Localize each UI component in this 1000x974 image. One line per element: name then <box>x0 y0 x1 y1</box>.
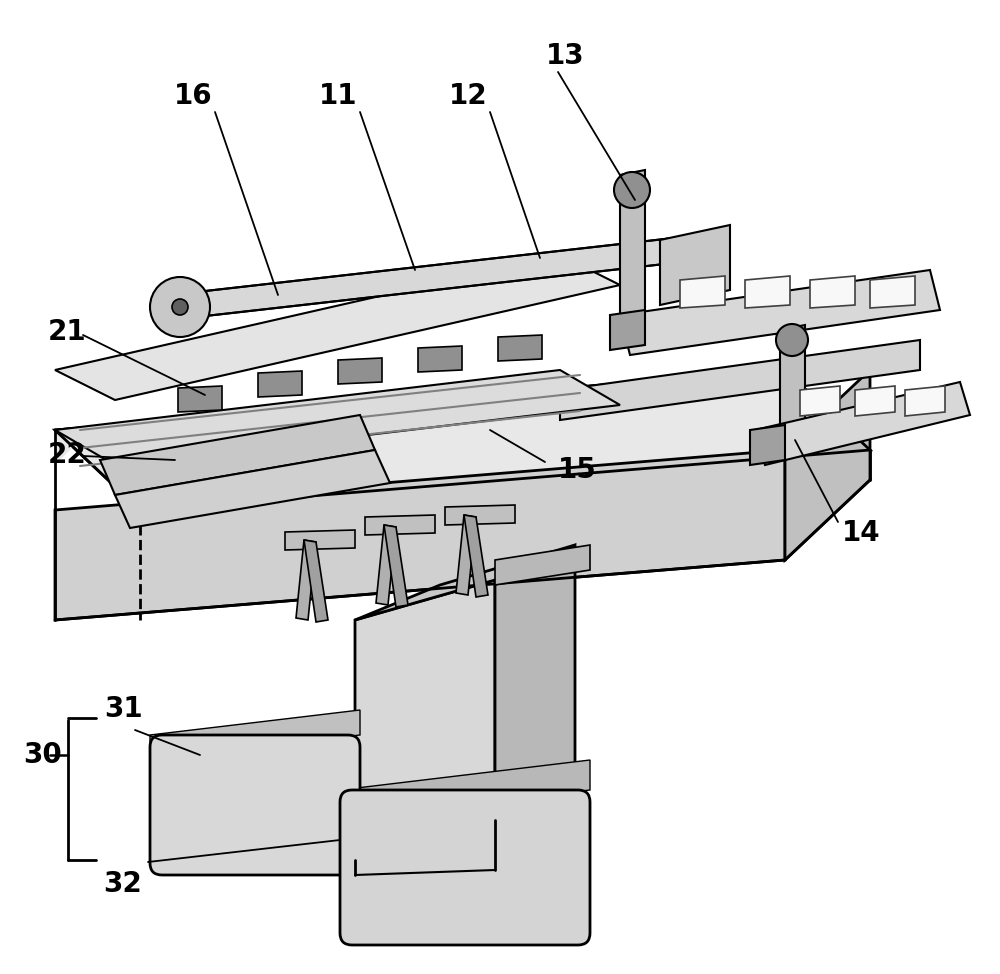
Polygon shape <box>338 358 382 384</box>
FancyBboxPatch shape <box>340 790 590 945</box>
Polygon shape <box>755 382 970 465</box>
Polygon shape <box>115 450 390 528</box>
Polygon shape <box>355 580 495 860</box>
Polygon shape <box>498 335 542 361</box>
Text: 11: 11 <box>319 82 357 110</box>
Text: 30: 30 <box>23 741 62 769</box>
Polygon shape <box>445 505 515 525</box>
Polygon shape <box>384 525 408 607</box>
Polygon shape <box>340 760 590 820</box>
Polygon shape <box>258 371 302 397</box>
Polygon shape <box>365 515 435 535</box>
Circle shape <box>150 277 210 337</box>
Polygon shape <box>745 276 790 308</box>
Polygon shape <box>296 540 316 620</box>
Polygon shape <box>905 386 945 416</box>
Polygon shape <box>304 540 328 622</box>
Polygon shape <box>785 370 870 560</box>
Polygon shape <box>376 525 396 605</box>
Polygon shape <box>620 170 645 320</box>
Polygon shape <box>610 310 645 350</box>
Polygon shape <box>495 545 575 820</box>
Polygon shape <box>464 515 488 597</box>
Polygon shape <box>620 270 940 355</box>
Polygon shape <box>750 425 785 465</box>
Polygon shape <box>55 430 90 465</box>
Circle shape <box>614 172 650 208</box>
Polygon shape <box>855 386 895 416</box>
Text: 22: 22 <box>48 441 87 469</box>
Polygon shape <box>495 545 590 585</box>
Text: 31: 31 <box>104 695 142 723</box>
Polygon shape <box>55 370 620 465</box>
Text: 13: 13 <box>546 42 584 70</box>
Polygon shape <box>456 515 476 595</box>
Polygon shape <box>100 415 375 495</box>
Polygon shape <box>870 276 915 308</box>
Polygon shape <box>55 370 870 510</box>
Text: 21: 21 <box>48 318 87 346</box>
Polygon shape <box>285 530 355 550</box>
Polygon shape <box>680 276 725 308</box>
Text: 14: 14 <box>842 519 881 547</box>
Polygon shape <box>55 450 785 620</box>
Text: 16: 16 <box>174 82 212 110</box>
Polygon shape <box>660 225 730 305</box>
Polygon shape <box>780 325 805 445</box>
Polygon shape <box>418 346 462 372</box>
Polygon shape <box>800 386 840 416</box>
Circle shape <box>776 324 808 356</box>
Polygon shape <box>178 386 222 412</box>
Text: 32: 32 <box>104 870 142 898</box>
Text: 15: 15 <box>558 456 597 484</box>
Text: 12: 12 <box>449 82 487 110</box>
Polygon shape <box>170 235 700 320</box>
Polygon shape <box>810 276 855 308</box>
Polygon shape <box>355 545 575 620</box>
Polygon shape <box>560 340 920 420</box>
FancyBboxPatch shape <box>150 735 360 875</box>
Polygon shape <box>55 255 620 400</box>
Circle shape <box>172 299 188 315</box>
Polygon shape <box>150 710 360 760</box>
